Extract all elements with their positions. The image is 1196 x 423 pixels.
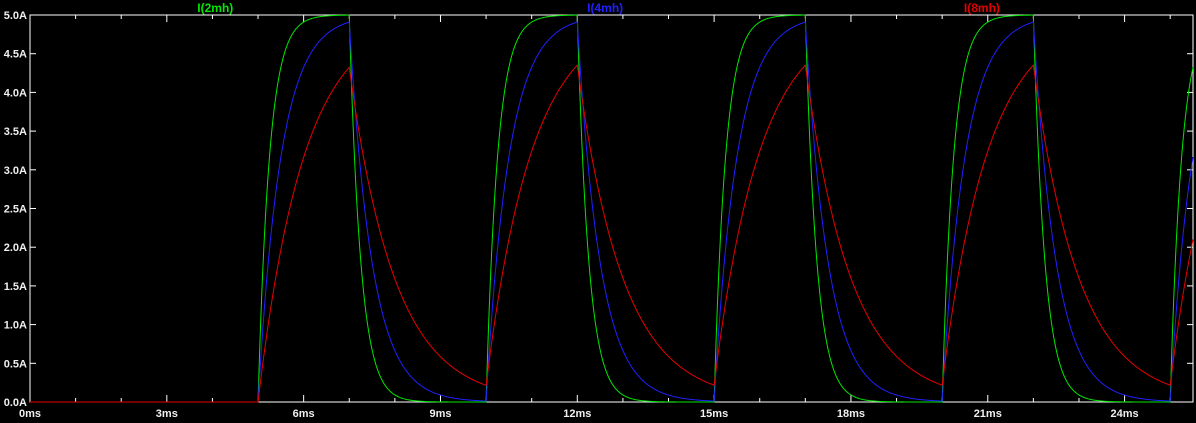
y-axis-tick-label: 0.0A <box>4 397 27 409</box>
plot-frame <box>29 14 1194 403</box>
y-axis-tick-label: 4.0A <box>4 87 27 99</box>
x-axis-tick-label: 0ms <box>19 408 41 420</box>
y-axis-tick-label: 2.5A <box>4 204 27 216</box>
legend-trace-2-label: I(4mh) <box>587 1 624 15</box>
y-axis-tick-label: 0.5A <box>4 358 27 370</box>
x-axis-tick-label: 3ms <box>156 408 178 420</box>
y-axis-tick-label: 3.5A <box>4 126 27 138</box>
trace-I(8mh) <box>30 63 1194 403</box>
x-axis-tick-label: 12ms <box>563 408 591 420</box>
trace-I(4mh) <box>30 21 1194 403</box>
y-axis-tick-label: 1.0A <box>4 320 27 332</box>
x-axis-tick-label: 9ms <box>429 408 451 420</box>
y-axis-tick-label: 5.0A <box>4 10 27 22</box>
x-axis-tick-label: 21ms <box>974 408 1002 420</box>
trace-I(2mh) <box>30 14 1194 403</box>
x-axis-tick-label: 15ms <box>700 408 728 420</box>
legend-trace-1-label: I(2mh) <box>197 1 234 15</box>
y-axis-tick-label: 1.5A <box>4 281 27 293</box>
x-axis-tick-label: 24ms <box>1111 408 1139 420</box>
y-axis-tick-label: 4.5A <box>4 49 27 61</box>
legend-trace-3-label: I(8mh) <box>963 1 1000 15</box>
y-axis-tick-label: 3.0A <box>4 165 27 177</box>
x-axis-tick-label: 6ms <box>293 408 315 420</box>
x-axis-tick-label: 18ms <box>837 408 865 420</box>
y-axis-tick-label: 2.0A <box>4 242 27 254</box>
